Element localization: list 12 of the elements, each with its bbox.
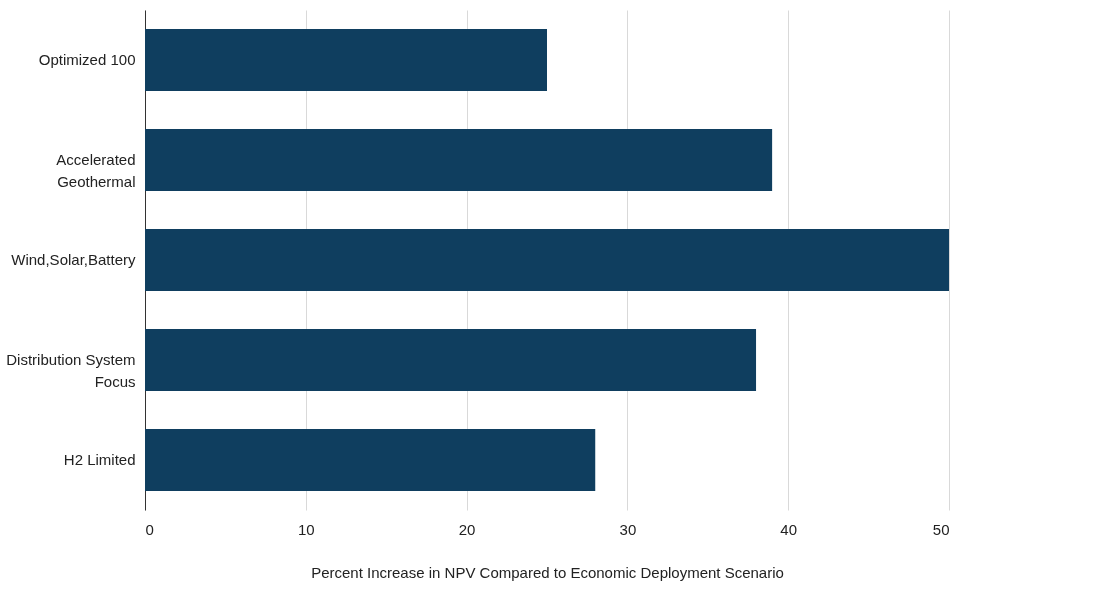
x-tick-label: 30 [619,520,637,538]
y-tick-label: Optimized 100 [38,51,136,68]
y-tick-label: Distribution System Focus [6,351,136,390]
y-tick-label: H2 Limited [63,451,136,468]
x-tick-label: 20 [458,520,476,538]
x-tick-label: 50 [932,520,950,538]
x-axis-title: Percent Increase in NPV Compared to Economic Deployment Scenario [311,563,784,581]
y-tick-label: Accelerated Geothermal [56,151,136,190]
x-tick-label: 40 [780,520,798,538]
y-tick-label: Wind,Solar,Battery [11,251,136,268]
x-tick-label: 10 [297,520,315,538]
x-tick-label: 0 [145,520,154,538]
